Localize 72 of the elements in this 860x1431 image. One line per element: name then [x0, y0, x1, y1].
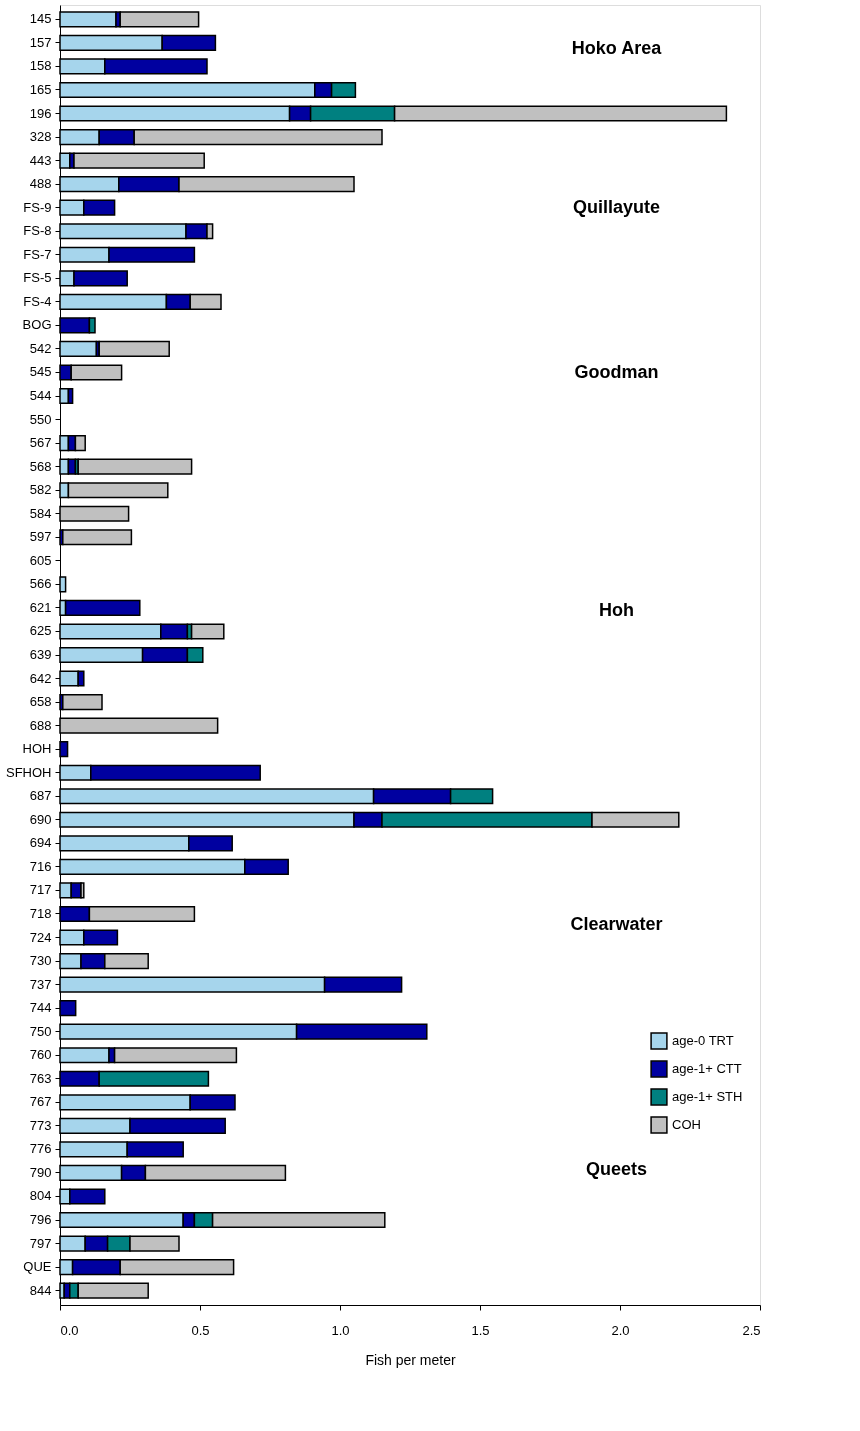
x-tick-label: 0.0 [60, 1322, 79, 1338]
y-tick-label: 328 [29, 129, 52, 145]
annotation: Queets [585, 1158, 648, 1179]
y-tick-label: 790 [29, 1164, 52, 1180]
y-tick-label: 639 [29, 647, 52, 662]
y-tick-label: 568 [29, 458, 52, 474]
x-tick-label: 0.5 [191, 1322, 210, 1338]
y-tick-label: 165 [29, 81, 52, 97]
y-tick-label: 544 [29, 388, 52, 404]
y-tick-label: 566 [29, 576, 52, 592]
y-tick-label: 488 [29, 176, 52, 192]
y-tick-label: HOH [22, 741, 52, 757]
y-tick-label: 690 [29, 811, 52, 827]
y-tick-label: FS-9 [23, 199, 52, 215]
y-tick-label: 542 [29, 340, 52, 356]
y-tick-label: 145 [29, 11, 52, 27]
y-tick-label: 776 [29, 1141, 52, 1157]
y-tick-label: 717 [29, 882, 52, 898]
y-tick-label: 687 [29, 788, 52, 804]
y-tick-label: 158 [29, 58, 52, 74]
x-tick-label: 1.5 [471, 1322, 490, 1338]
y-tick-label: 773 [29, 1117, 52, 1133]
y-tick-label: 760 [29, 1047, 52, 1063]
annotation: Hoh [599, 599, 634, 620]
legend-label: age-1+ STH [672, 1089, 743, 1104]
y-tick-label: 804 [29, 1188, 52, 1204]
y-tick-label: BOG [22, 317, 52, 333]
y-tick-label: 157 [29, 34, 52, 50]
y-tick-label: 621 [29, 599, 52, 615]
legend-label: age-1+ CTT [672, 1061, 742, 1076]
y-tick-label: 605 [29, 552, 52, 568]
y-tick-label: 750 [29, 1023, 52, 1039]
y-tick-label: 443 [29, 152, 52, 168]
y-tick-label: 694 [29, 835, 52, 851]
y-tick-label: 737 [29, 976, 52, 992]
y-tick-label: 718 [29, 905, 52, 921]
y-tick-label: 584 [29, 505, 52, 521]
y-tick-label: FS-4 [23, 293, 52, 309]
y-tick-label: 724 [29, 929, 52, 945]
y-tick-label: FS-7 [23, 246, 52, 262]
y-tick-label: 688 [29, 717, 52, 733]
y-tick-label: FS-5 [23, 270, 52, 286]
y-tick-label: 550 [29, 411, 52, 427]
y-tick-label: 567 [29, 435, 52, 451]
y-tick-label: 796 [29, 1212, 52, 1228]
legend-label: age-0 TRT [672, 1033, 734, 1048]
y-tick-label: 658 [29, 694, 52, 710]
x-tick-label: 2.5 [742, 1322, 761, 1338]
y-tick-label: 744 [29, 1000, 52, 1016]
annotation: Quillayute [572, 196, 661, 217]
y-tick-label: 763 [29, 1070, 52, 1086]
y-tick-label: 767 [29, 1094, 52, 1110]
y-tick-label: 582 [29, 482, 52, 498]
y-tick-label: SFHOH [6, 764, 52, 780]
y-tick-label: 797 [29, 1235, 52, 1251]
y-tick-label: 545 [29, 364, 52, 380]
annotation: Goodman [574, 361, 659, 382]
y-tick-label: 196 [29, 105, 52, 121]
x-tick-label: 1.0 [331, 1322, 350, 1338]
annotation: Clearwater [570, 914, 663, 935]
x-axis-title: Fish per meter [365, 1351, 456, 1368]
annotation: Hoko Area [571, 38, 663, 59]
y-tick-label: 716 [29, 858, 52, 874]
y-tick-label: 642 [29, 670, 52, 686]
y-tick-label: QUE [23, 1259, 52, 1275]
y-tick-label: 844 [29, 1282, 52, 1298]
y-tick-label: 597 [29, 529, 52, 545]
y-tick-label: FS-8 [23, 223, 52, 239]
x-tick-label: 2.0 [611, 1322, 630, 1338]
y-tick-label: 625 [29, 623, 52, 639]
legend-label: COH [672, 1117, 701, 1132]
y-tick-label: 730 [29, 953, 52, 969]
